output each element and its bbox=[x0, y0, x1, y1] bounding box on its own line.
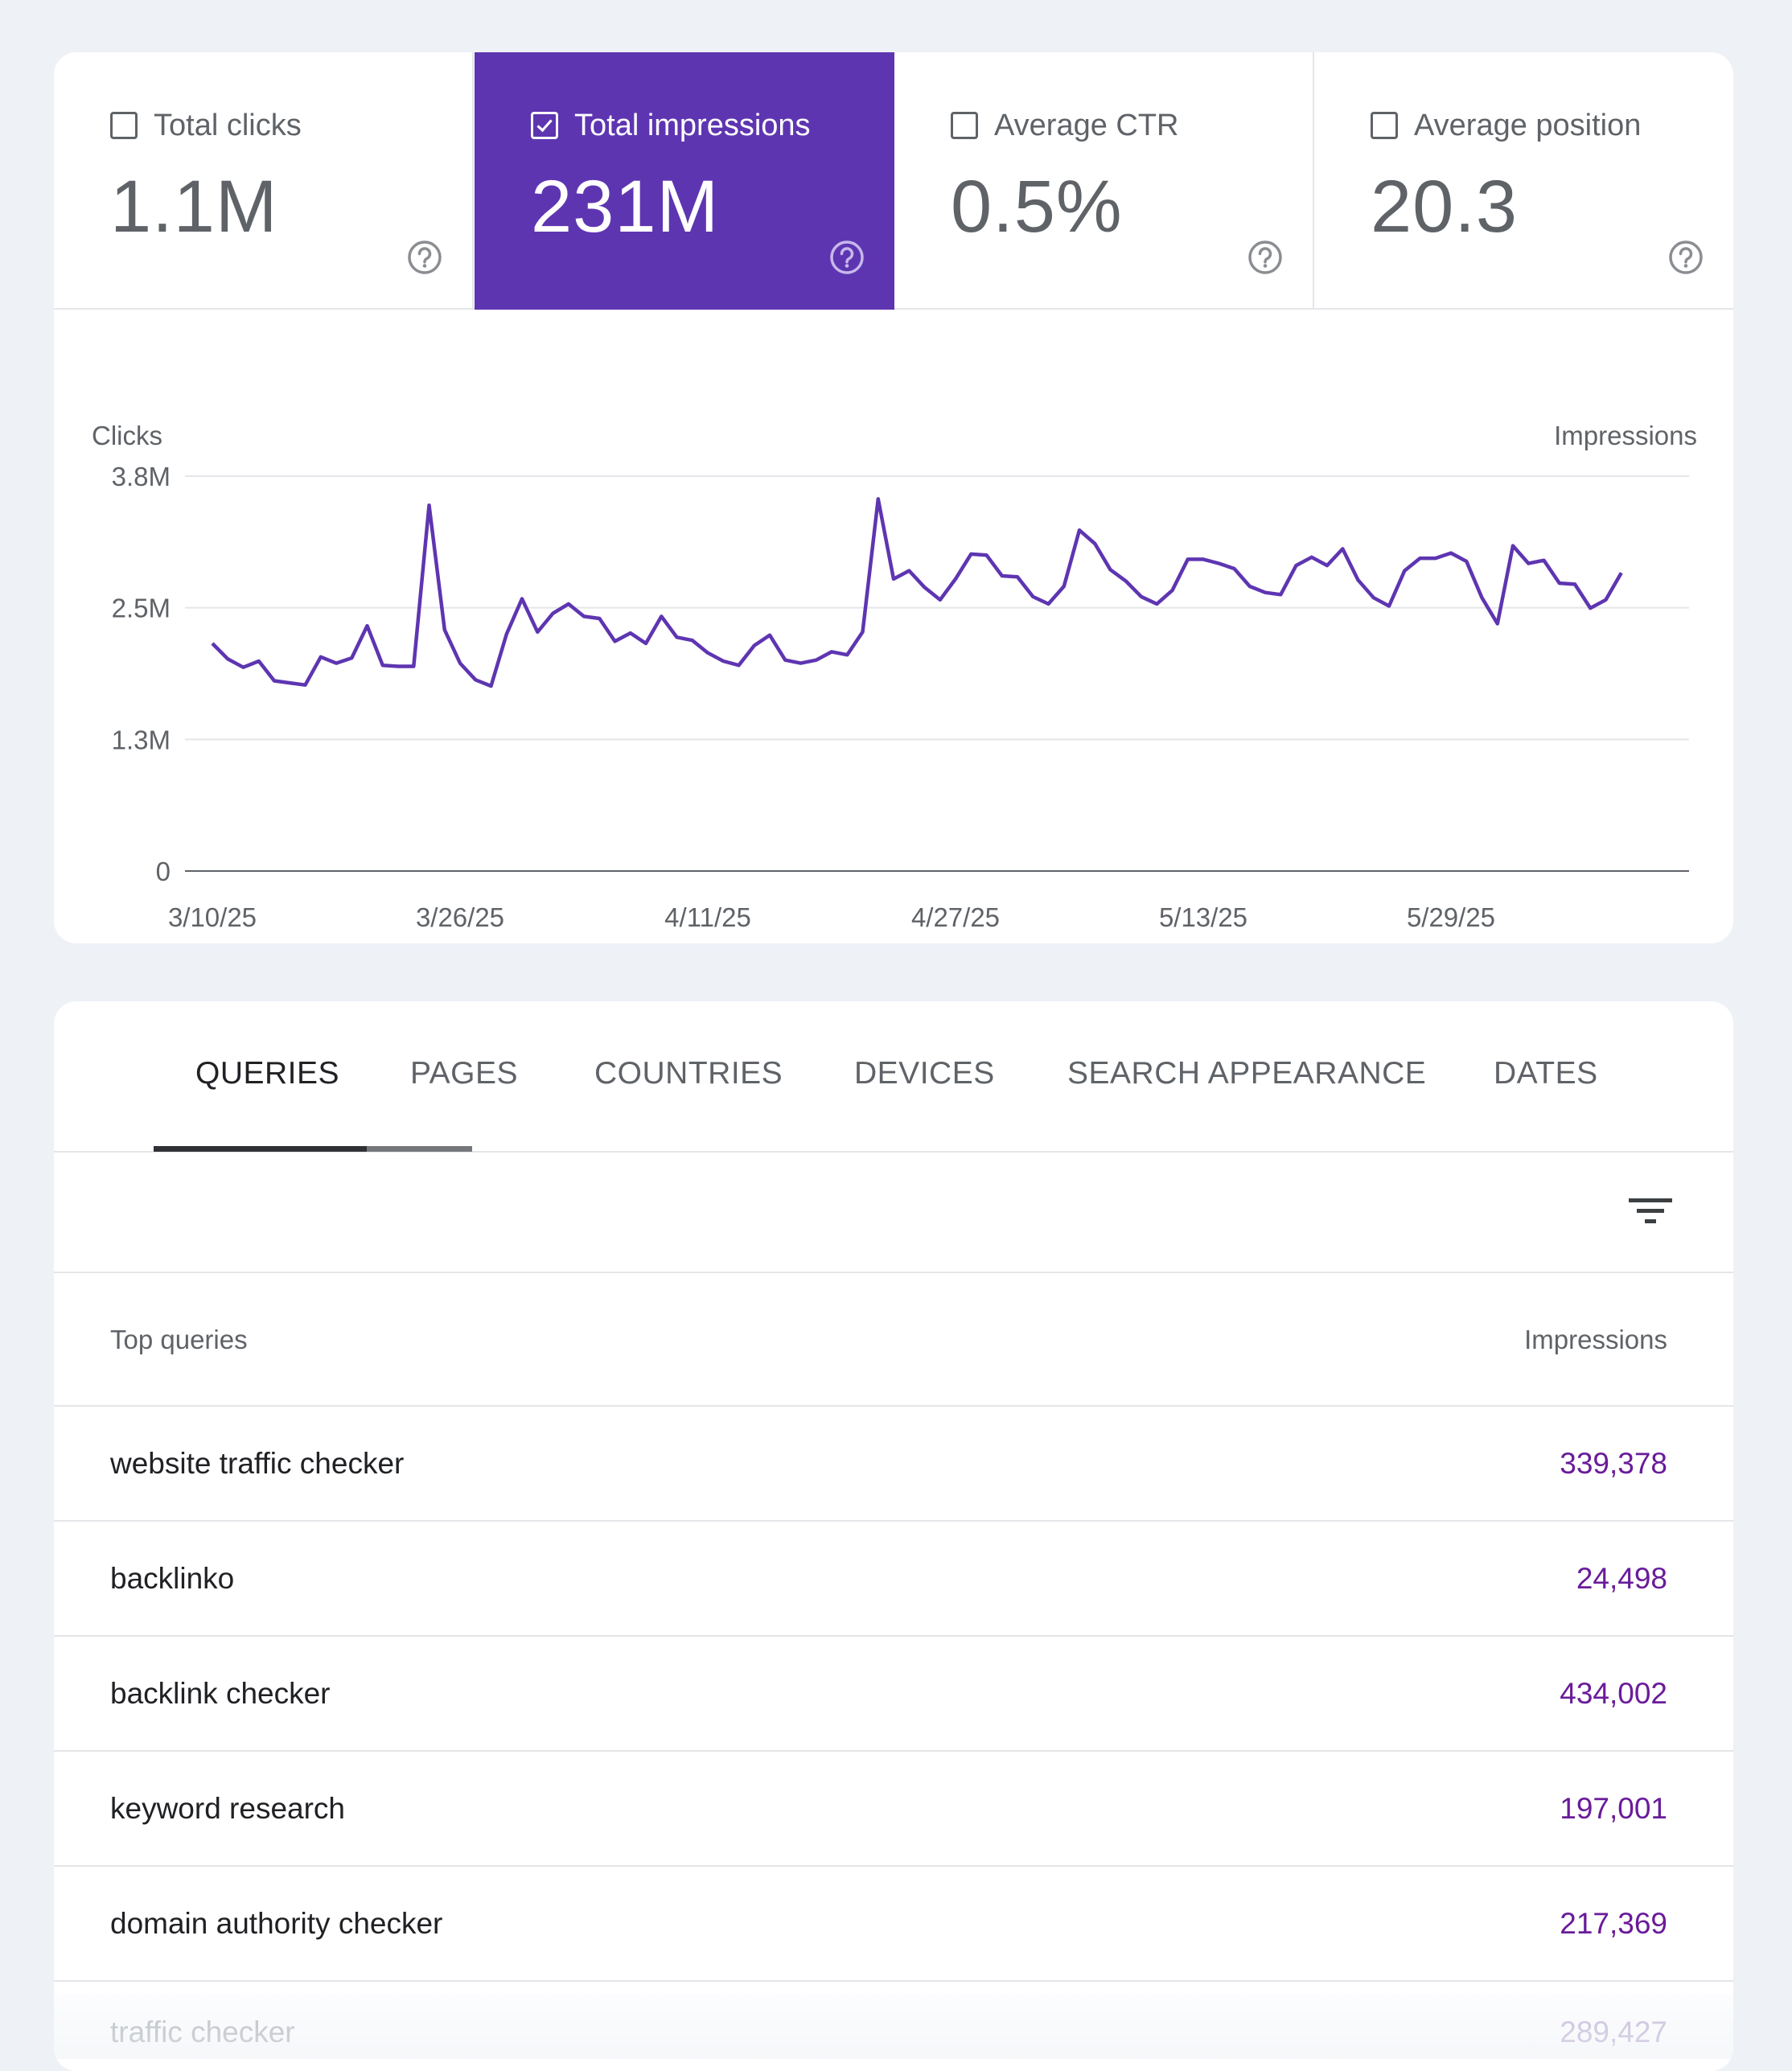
tab-countries[interactable]: COUNTRIES bbox=[594, 1056, 783, 1091]
average-position-checkbox[interactable] bbox=[1371, 112, 1398, 139]
active-tab-indicator bbox=[154, 1146, 367, 1152]
table-row[interactable]: website traffic checker 339,378 bbox=[54, 1407, 1733, 1522]
query-text: backlink checker bbox=[110, 1677, 331, 1710]
report-tabs: QUERIES PAGES COUNTRIES DEVICES SEARCH A… bbox=[54, 1001, 1733, 1153]
table-row[interactable]: backlinko 24,498 bbox=[54, 1522, 1733, 1637]
query-text: website traffic checker bbox=[110, 1447, 405, 1480]
query-text: backlinko bbox=[110, 1562, 235, 1595]
performance-card: Total clicks 1.1M Total impressions 231M… bbox=[54, 52, 1733, 943]
table-row[interactable]: keyword research 197,001 bbox=[54, 1752, 1733, 1867]
metric-label: Average position bbox=[1414, 109, 1642, 142]
help-icon[interactable] bbox=[828, 239, 865, 276]
metric-label: Average CTR bbox=[994, 109, 1179, 142]
help-icon[interactable] bbox=[406, 239, 443, 276]
metric-value: 0.5% bbox=[951, 166, 1123, 248]
y-tick-label: 0 bbox=[156, 857, 171, 886]
x-ticks: 3/10/25 3/26/25 4/11/25 4/27/25 5/13/25 5/29/… bbox=[168, 902, 1495, 932]
x-tick-label: 3/10/25 bbox=[168, 902, 257, 932]
metric-total-impressions[interactable]: Total impressions 231M bbox=[475, 52, 894, 310]
table-toolbar bbox=[54, 1153, 1733, 1273]
impressions-value: 434,002 bbox=[1560, 1677, 1667, 1710]
column-header-impressions[interactable]: Impressions bbox=[1524, 1325, 1667, 1354]
y-axis-left-title: Clicks bbox=[92, 421, 162, 450]
impressions-series-line bbox=[211, 497, 1623, 688]
queries-table-card: QUERIES PAGES COUNTRIES DEVICES SEARCH A… bbox=[54, 1001, 1733, 2071]
metric-value: 1.1M bbox=[110, 166, 278, 248]
tab-queries[interactable]: QUERIES bbox=[195, 1056, 340, 1091]
table-row[interactable]: traffic checker 289,427 bbox=[54, 1982, 1733, 2071]
impressions-value: 339,378 bbox=[1560, 1447, 1667, 1480]
metric-label: Total impressions bbox=[574, 109, 811, 142]
x-tick-label: 4/27/25 bbox=[911, 902, 1000, 932]
y-tick-label: 2.5M bbox=[112, 594, 171, 623]
tab-indicator-transition bbox=[367, 1146, 472, 1152]
x-tick-label: 3/26/25 bbox=[416, 902, 504, 932]
x-tick-label: 5/13/25 bbox=[1159, 902, 1247, 932]
y-ticks: 3.8M 2.5M 1.3M 0 bbox=[112, 462, 171, 886]
metric-tiles: Total clicks 1.1M Total impressions 231M… bbox=[54, 52, 1733, 310]
tab-dates[interactable]: DATES bbox=[1494, 1056, 1598, 1091]
x-tick-label: 4/11/25 bbox=[664, 902, 751, 932]
metric-value: 20.3 bbox=[1371, 166, 1519, 248]
query-text: keyword research bbox=[110, 1792, 346, 1825]
table-row[interactable]: domain authority checker 217,369 bbox=[54, 1867, 1733, 1982]
tab-devices[interactable]: DEVICES bbox=[854, 1056, 995, 1091]
impressions-value: 197,001 bbox=[1560, 1792, 1667, 1825]
table-header: Top queries Impressions bbox=[54, 1273, 1733, 1407]
metric-total-clicks[interactable]: Total clicks 1.1M bbox=[54, 52, 474, 310]
gridlines bbox=[185, 475, 1689, 872]
total-clicks-checkbox[interactable] bbox=[110, 112, 138, 139]
impressions-value: 289,427 bbox=[1560, 2016, 1667, 2048]
performance-chart: Clicks Impressions 3.8M 2.5M 1.3M 0 3/10/25… bbox=[92, 421, 1697, 932]
help-icon[interactable] bbox=[1247, 239, 1284, 276]
help-icon[interactable] bbox=[1667, 239, 1704, 276]
average-ctr-checkbox[interactable] bbox=[951, 112, 978, 139]
x-tick-label: 5/29/25 bbox=[1407, 902, 1495, 932]
tab-search-appearance[interactable]: SEARCH APPEARANCE bbox=[1067, 1056, 1427, 1091]
query-text: traffic checker bbox=[110, 2016, 295, 2048]
table-body: website traffic checker 339,378 backlink… bbox=[54, 1407, 1733, 2071]
column-header-queries[interactable]: Top queries bbox=[110, 1325, 248, 1354]
tab-pages[interactable]: PAGES bbox=[410, 1056, 518, 1091]
metric-value: 231M bbox=[531, 166, 720, 248]
check-icon bbox=[536, 119, 553, 133]
metric-average-position[interactable]: Average position 20.3 bbox=[1314, 52, 1733, 310]
metric-average-ctr[interactable]: Average CTR 0.5% bbox=[894, 52, 1314, 310]
y-axis-right-title: Impressions bbox=[1554, 421, 1697, 450]
metric-label: Total clicks bbox=[154, 109, 302, 142]
y-tick-label: 3.8M bbox=[112, 462, 171, 491]
y-tick-label: 1.3M bbox=[112, 725, 171, 754]
total-impressions-checkbox[interactable] bbox=[531, 112, 558, 139]
filter-icon[interactable] bbox=[1624, 1185, 1677, 1238]
impressions-value: 24,498 bbox=[1576, 1562, 1667, 1595]
impressions-value: 217,369 bbox=[1560, 1907, 1667, 1940]
table-row[interactable]: backlink checker 434,002 bbox=[54, 1637, 1733, 1752]
query-text: domain authority checker bbox=[110, 1907, 443, 1940]
